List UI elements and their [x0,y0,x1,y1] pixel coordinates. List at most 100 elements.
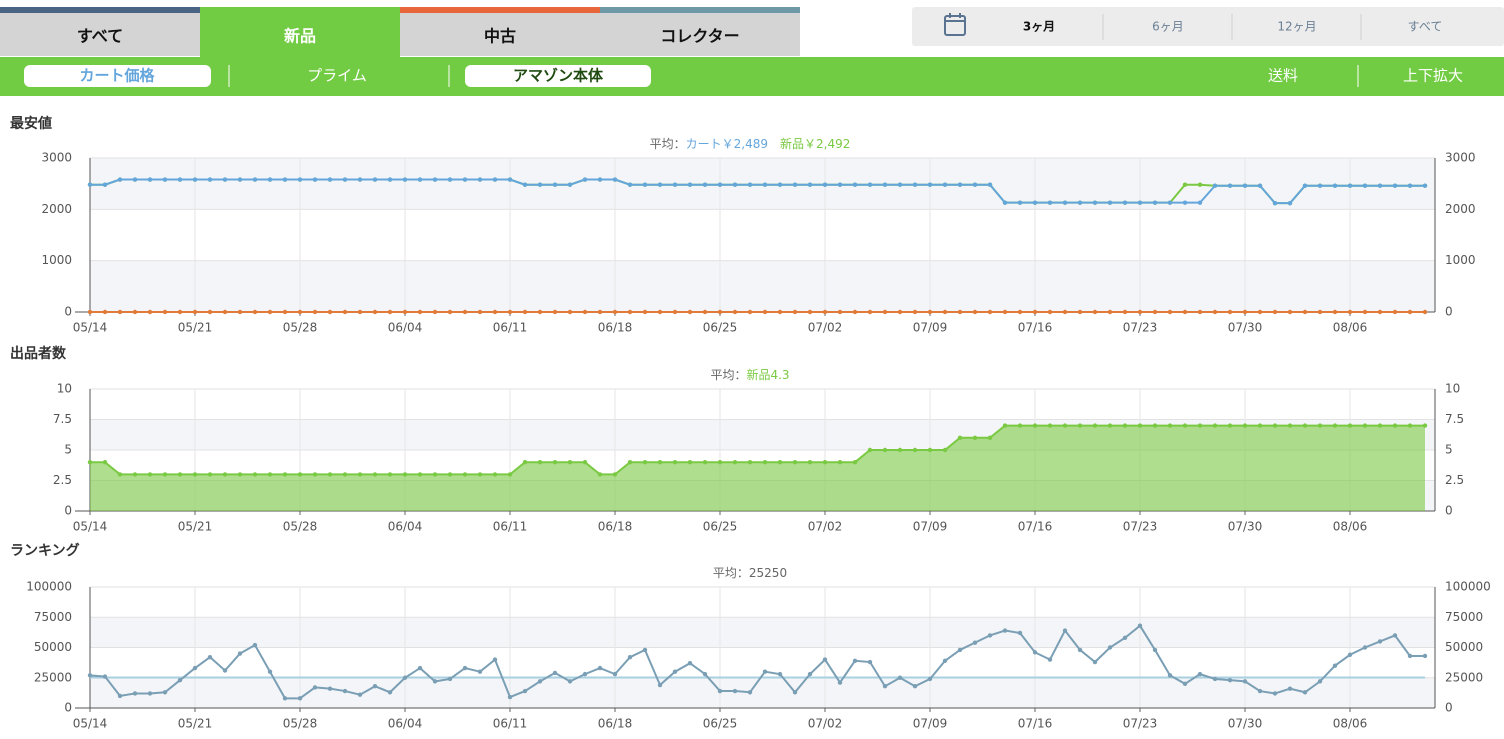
point [1332,183,1338,188]
point [597,309,603,315]
y-tick-label-right: 75000 [1445,610,1483,624]
point [252,309,258,315]
y-tick-label: 2000 [41,202,72,216]
point [1122,635,1128,641]
point [627,309,633,315]
button-bg[interactable] [24,65,211,87]
point [897,675,903,680]
point [1302,423,1308,428]
point [222,309,228,315]
point [852,658,858,664]
point [267,669,273,674]
point [462,177,468,182]
point [942,658,948,664]
point [522,182,528,187]
period-option[interactable]: 6ヶ月 [1152,20,1184,34]
x-tick-label: 05/21 [178,520,213,534]
point [792,309,798,315]
tab[interactable]: コレクター [660,27,739,46]
y-tick-label: 5 [64,443,72,457]
point [1107,645,1113,650]
tab-active[interactable] [200,7,400,57]
subtitle-part: 平均： [710,368,746,382]
point [792,460,798,465]
x-tick-label: 06/25 [703,520,738,534]
y-tick-label: 0 [64,305,72,319]
point [1047,200,1053,205]
point [822,460,828,465]
button[interactable]: 上下拡大 [1403,67,1463,85]
point [1392,633,1398,638]
subtitle-part: カート￥2,489 [686,137,768,151]
button[interactable]: アマゾン本体 [513,67,604,85]
point [927,309,933,315]
point [957,435,963,440]
point [717,182,723,187]
x-tick-label: 06/18 [598,717,633,731]
point [657,182,663,187]
point [867,182,873,187]
button[interactable]: カート価格 [79,67,155,85]
point [882,309,888,315]
button[interactable]: プライム [307,67,367,85]
point [327,177,333,182]
point [297,309,303,315]
point [1257,688,1263,694]
point [492,657,498,662]
point [612,177,618,182]
point [642,460,648,465]
period-option[interactable]: 12ヶ月 [1277,20,1316,34]
y-tick-label: 7.5 [53,412,72,426]
point [1347,309,1353,315]
x-tick-label: 06/11 [493,520,528,534]
button-bg[interactable] [465,65,651,87]
point [1212,676,1218,682]
period-option[interactable]: すべて [1408,20,1443,34]
point [297,177,303,182]
tab[interactable]: 新品 [284,27,316,46]
point [732,309,738,315]
period-option[interactable]: 3ヶ月 [1023,20,1055,34]
tab[interactable]: 中古 [484,27,516,46]
point [1062,309,1068,315]
subtitle-part: 平均：25250 [713,566,787,580]
point [1167,200,1173,205]
point [432,679,438,684]
y-tick-label-right: 2.5 [1445,473,1464,487]
point [447,472,453,477]
point [1077,647,1083,653]
point [912,309,918,315]
x-tick-label: 07/23 [1123,520,1158,534]
point [1257,309,1263,315]
point [732,688,738,694]
y-tick-label: 2.5 [53,473,72,487]
point [672,182,678,187]
point [837,182,843,187]
point [1392,423,1398,428]
point [357,472,363,477]
point [1137,423,1143,428]
point [582,309,588,315]
point [957,182,963,187]
chart-subtitle: 平均：25250 [713,566,787,580]
point [1047,423,1053,428]
tab[interactable]: すべて [77,27,123,46]
point [852,182,858,187]
point [777,460,783,465]
point [567,460,573,465]
x-tick-label: 05/14 [73,321,108,335]
point [702,671,708,677]
point [567,309,573,315]
calendar-icon[interactable] [944,13,966,36]
point [132,309,138,315]
point [387,177,393,182]
point [267,472,273,477]
line [90,178,1425,205]
point [1077,309,1083,315]
button-bar [0,57,1504,96]
point [702,182,708,187]
point [1287,309,1293,315]
point [117,693,123,699]
button[interactable]: 送料 [1268,67,1298,85]
y-tick-label: 75000 [34,610,72,624]
